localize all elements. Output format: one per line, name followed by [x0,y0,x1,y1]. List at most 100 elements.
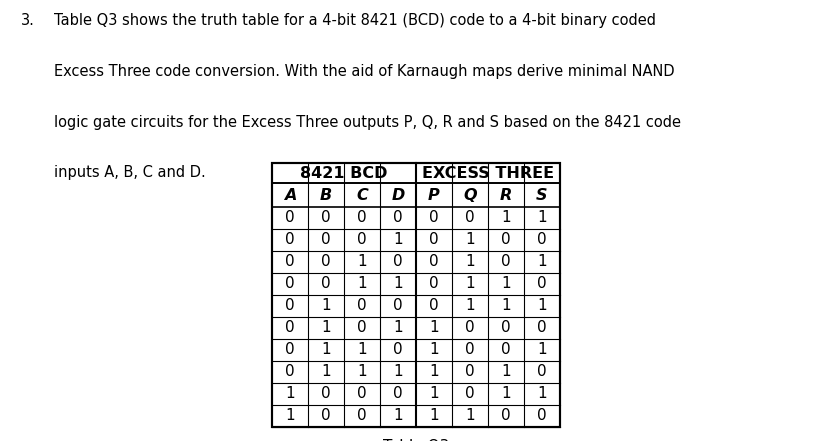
Text: 0: 0 [394,343,403,358]
Bar [307,163,309,183]
Bar [379,163,381,183]
Text: 1: 1 [501,386,511,401]
Text: 1: 1 [321,365,331,380]
Text: 0: 0 [321,277,331,292]
Text: 1: 1 [357,343,367,358]
Text: 0: 0 [537,321,547,336]
Text: 1: 1 [537,343,547,358]
Text: 1: 1 [465,299,475,314]
Text: 1: 1 [321,343,331,358]
Text: 0: 0 [501,232,511,247]
Text: 0: 0 [285,321,295,336]
Text: 1: 1 [394,365,403,380]
Text: 0: 0 [285,232,295,247]
Text: 0: 0 [429,210,438,225]
Text: 1: 1 [357,254,367,269]
Text: 0: 0 [537,232,547,247]
Text: 0: 0 [501,343,511,358]
Text: Excess Three code conversion. With the aid of Karnaugh maps derive minimal NAND: Excess Three code conversion. With the a… [54,64,675,79]
Text: 1: 1 [321,299,331,314]
Text: 1: 1 [285,386,295,401]
Text: 0: 0 [357,386,367,401]
Text: 1: 1 [465,254,475,269]
Text: 0: 0 [321,386,331,401]
Text: 1: 1 [537,210,547,225]
Bar [451,163,453,183]
Text: 0: 0 [429,277,438,292]
Text: 1: 1 [321,321,331,336]
Text: 0: 0 [321,210,331,225]
Text: P: P [428,187,440,202]
Text: 0: 0 [285,210,295,225]
Text: 0: 0 [357,321,367,336]
Text: 1: 1 [394,408,403,423]
Text: 0: 0 [501,408,511,423]
Text: 0: 0 [394,386,403,401]
Text: 1: 1 [537,386,547,401]
Text: R: R [500,187,513,202]
Text: 0: 0 [537,408,547,423]
Text: 1: 1 [285,408,295,423]
Text: 1: 1 [429,386,438,401]
Text: inputs A, B, C and D.: inputs A, B, C and D. [54,165,206,180]
Text: 0: 0 [394,299,403,314]
Text: 1: 1 [501,277,511,292]
Text: 1: 1 [537,254,547,269]
Text: 0: 0 [465,343,475,358]
Text: A: A [284,187,296,202]
Text: 0: 0 [537,365,547,380]
Text: 1: 1 [357,277,367,292]
Text: B: B [319,187,332,202]
Text: 1: 1 [501,365,511,380]
Text: 0: 0 [285,254,295,269]
Text: 0: 0 [357,232,367,247]
Text: 1: 1 [394,277,403,292]
Text: 8421 BCD: 8421 BCD [300,165,388,180]
Text: 0: 0 [321,254,331,269]
Text: logic gate circuits for the Excess Three outputs P, Q, R and S based on the 8421: logic gate circuits for the Excess Three… [54,115,681,130]
Text: 1: 1 [429,343,438,358]
Text: 0: 0 [537,277,547,292]
Text: 0: 0 [429,232,438,247]
Text: S: S [537,187,547,202]
Text: 0: 0 [429,299,438,314]
Text: 0: 0 [357,299,367,314]
Text: 1: 1 [429,321,438,336]
Text: Table Q3: Table Q3 [383,439,449,441]
Text: C: C [356,187,368,202]
Text: 0: 0 [394,254,403,269]
Text: 1: 1 [429,365,438,380]
Bar [272,163,560,427]
Text: 0: 0 [501,254,511,269]
Text: 0: 0 [285,277,295,292]
Text: 0: 0 [357,210,367,225]
Bar [272,163,560,427]
Text: 1: 1 [394,232,403,247]
Text: 0: 0 [394,210,403,225]
Text: 0: 0 [285,299,295,314]
Text: 1: 1 [537,299,547,314]
Text: 0: 0 [321,408,331,423]
Text: 0: 0 [285,365,295,380]
Text: 1: 1 [465,277,475,292]
Text: 0: 0 [501,321,511,336]
Text: Table Q3 shows the truth table for a 4-bit 8421 (BCD) code to a 4-bit binary cod: Table Q3 shows the truth table for a 4-b… [54,13,656,28]
Text: 0: 0 [357,408,367,423]
Text: 0: 0 [465,365,475,380]
Text: 0: 0 [285,343,295,358]
Bar [488,163,489,183]
Text: 1: 1 [465,232,475,247]
Text: 0: 0 [465,210,475,225]
Text: 0: 0 [465,386,475,401]
Text: Q: Q [463,187,477,202]
Text: 1: 1 [394,321,403,336]
Text: 3.: 3. [21,13,35,28]
Text: 0: 0 [465,321,475,336]
Text: EXCESS THREE: EXCESS THREE [422,165,554,180]
Text: 1: 1 [501,210,511,225]
Text: 1: 1 [501,299,511,314]
Text: 1: 1 [357,365,367,380]
Text: 1: 1 [465,408,475,423]
Text: 0: 0 [321,232,331,247]
Text: 0: 0 [429,254,438,269]
